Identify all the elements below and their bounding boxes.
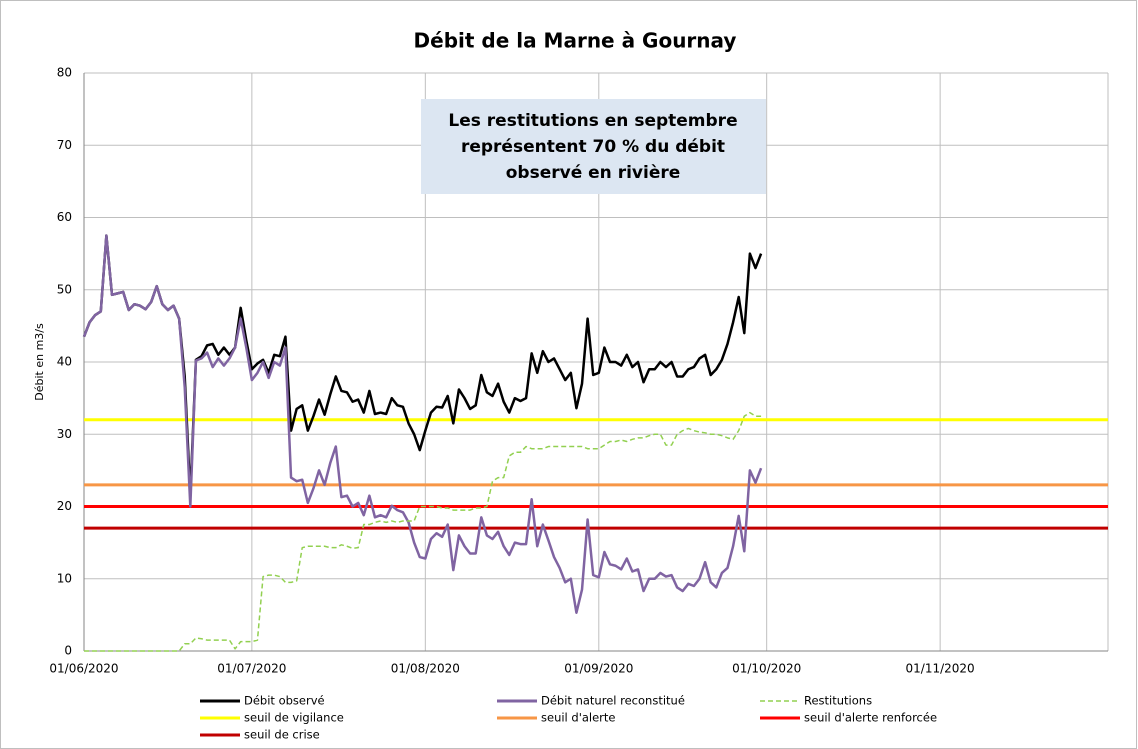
data-line [84,411,762,652]
y-tick-label: 70 [57,138,72,152]
y-tick-label: 0 [64,644,72,658]
y-tick-label: 60 [57,210,72,224]
chart-title: Débit de la Marne à Gournay [414,29,737,53]
x-tick-label: 01/09/2020 [564,662,633,676]
x-tick-label: 01/08/2020 [391,662,460,676]
y-tick-label: 20 [57,499,72,513]
y-tick-label: 40 [57,355,72,369]
y-tick-label: 80 [57,66,72,80]
legend-label: seuil de crise [244,728,320,742]
x-tick-label: 01/11/2020 [906,662,975,676]
legend-label: Restitutions [804,694,872,708]
y-tick-label: 10 [57,571,72,585]
legend-label: Débit observé [244,694,325,708]
y-tick-label: 30 [57,427,72,441]
annotation-text: Les restitutions en septembre [448,111,737,131]
x-tick-label: 01/06/2020 [49,662,118,676]
annotation-text: représentent 70 % du débit [461,137,725,157]
legend-label: seuil de vigilance [244,711,344,725]
legend-label: Débit naturel reconstitué [541,694,685,708]
y-tick-label: 50 [57,282,72,296]
legend-label: seuil d'alerte [541,711,616,725]
data-line [82,234,763,614]
annotation-box [421,99,766,194]
legend-label: seuil d'alerte renforcée [804,711,937,725]
y-axis-label: Débit en m3/s [33,323,46,401]
annotation-text: observé en rivière [506,163,681,183]
x-tick-label: 01/10/2020 [732,662,801,676]
x-tick-label: 01/07/2020 [217,662,286,676]
